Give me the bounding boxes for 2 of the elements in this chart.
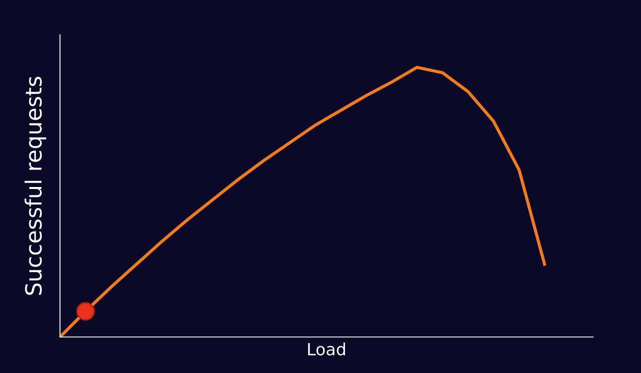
y-axis-title: Successful requests xyxy=(24,76,46,295)
x-axis-title: Load xyxy=(308,342,345,356)
